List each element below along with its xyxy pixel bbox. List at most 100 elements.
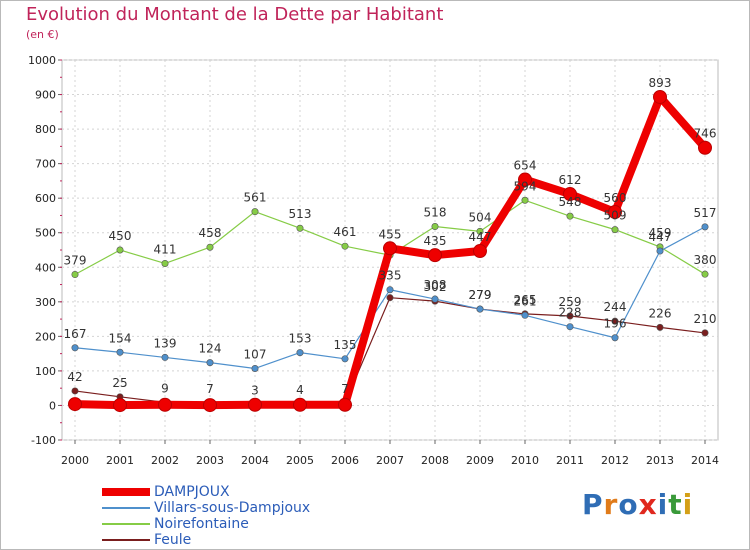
data-label: 167: [64, 327, 87, 341]
legend-swatch-feule: [102, 539, 150, 541]
data-label: 561: [244, 191, 267, 205]
data-label: 504: [469, 210, 492, 224]
data-point: [611, 317, 619, 325]
data-label: 513: [289, 207, 312, 221]
x-tick-label: 2001: [106, 454, 134, 467]
data-label: 124: [199, 342, 222, 356]
data-point: [296, 224, 304, 232]
x-tick-label: 2002: [151, 454, 179, 467]
y-tick-label: -100: [31, 434, 56, 447]
data-point: [116, 348, 124, 356]
data-label: 455: [379, 227, 402, 241]
x-tick-label: 2000: [61, 454, 89, 467]
legend-swatch-noirefontaine: [102, 523, 150, 525]
data-point: [431, 295, 439, 303]
data-point: [701, 329, 709, 337]
x-tick-label: 2014: [691, 454, 719, 467]
data-label: 654: [514, 159, 537, 173]
data-label: 265: [514, 293, 537, 307]
data-point-dampjoux: [698, 140, 712, 155]
data-label: 461: [334, 225, 357, 239]
data-label: 335: [379, 269, 402, 283]
data-point-dampjoux: [473, 244, 487, 259]
data-point-dampjoux: [248, 397, 262, 412]
data-point: [386, 294, 394, 302]
data-point: [116, 246, 124, 254]
data-label: 244: [604, 300, 627, 314]
data-label: 379: [64, 254, 87, 268]
data-label: 259: [559, 295, 582, 309]
logo-letter: r: [603, 488, 619, 521]
data-label: 154: [109, 331, 132, 345]
x-tick-label: 2011: [556, 454, 584, 467]
data-label: 447: [469, 230, 492, 244]
data-point: [521, 311, 529, 319]
x-tick-label: 2003: [196, 454, 224, 467]
data-label: 7: [206, 382, 214, 396]
data-label: 135: [334, 338, 357, 352]
data-point: [701, 270, 709, 278]
data-label: 548: [559, 195, 582, 209]
y-tick-label: 0: [49, 399, 56, 412]
data-point: [521, 196, 529, 204]
data-label: 517: [694, 206, 717, 220]
x-tick-label: 2004: [241, 454, 269, 467]
data-label: 9: [161, 381, 169, 395]
data-point-dampjoux: [608, 205, 622, 219]
logo-letter: i: [657, 488, 669, 521]
x-tick-label: 2008: [421, 454, 449, 467]
data-label: 308: [424, 278, 447, 292]
data-point: [296, 349, 304, 357]
data-point: [71, 271, 79, 279]
data-label: 210: [694, 312, 717, 326]
legend-label-feule: Feule: [154, 532, 192, 548]
data-label: 509: [604, 209, 627, 223]
legend-label-villars: Villars-sous-Dampjoux: [154, 500, 311, 516]
y-tick-label: 300: [35, 296, 56, 309]
data-point: [386, 286, 394, 294]
data-point-dampjoux: [653, 89, 667, 104]
data-point-dampjoux: [338, 397, 352, 412]
data-point: [161, 259, 169, 267]
data-label: 450: [109, 229, 132, 243]
data-point: [566, 212, 574, 220]
data-point-dampjoux: [203, 398, 217, 413]
x-tick-label: 2010: [511, 454, 539, 467]
data-label: 4: [296, 383, 304, 397]
data-point: [431, 223, 439, 231]
data-label: 518: [424, 206, 447, 220]
y-tick-label: 100: [35, 365, 56, 378]
data-point: [71, 344, 79, 352]
data-point-dampjoux: [113, 398, 127, 413]
y-tick-label: 200: [35, 330, 56, 343]
data-label: 411: [154, 242, 177, 256]
data-label: 3: [251, 383, 259, 397]
x-tick-label: 2006: [331, 454, 359, 467]
logo-letter: t: [668, 488, 683, 521]
y-tick-label: 700: [35, 158, 56, 171]
data-point: [206, 359, 214, 367]
data-point-dampjoux: [68, 397, 82, 412]
data-label: 261: [514, 294, 537, 308]
legend-label-dampjoux: DAMPJOUX: [154, 484, 230, 500]
data-point: [161, 353, 169, 361]
data-point: [611, 334, 619, 342]
data-label: 746: [694, 127, 717, 141]
data-label: 560: [604, 191, 627, 205]
x-tick-label: 2009: [466, 454, 494, 467]
y-tick-label: 900: [35, 89, 56, 102]
legend-swatch-dampjoux: [102, 488, 150, 496]
legend-swatch-villars: [102, 507, 150, 509]
data-point: [71, 387, 79, 395]
data-point: [476, 227, 484, 235]
data-point: [251, 364, 259, 372]
logo-letter: x: [638, 488, 658, 521]
data-label: 279: [469, 288, 492, 302]
data-point: [656, 323, 664, 331]
x-tick-label: 2013: [646, 454, 674, 467]
data-label: 302: [424, 280, 447, 294]
data-label: 25: [112, 376, 127, 390]
data-label: 7: [341, 382, 349, 396]
